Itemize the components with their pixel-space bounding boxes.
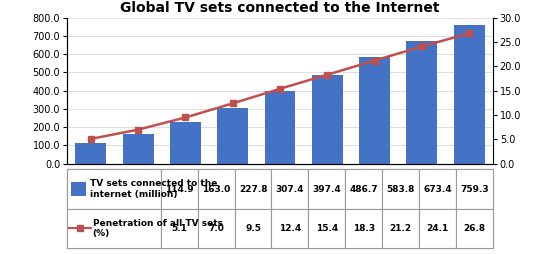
Bar	[123, 134, 153, 164]
Text: 7.0: 7.0	[208, 224, 224, 233]
Text: 307.4: 307.4	[276, 185, 304, 194]
Text: 5.1: 5.1	[171, 224, 187, 233]
Bar	[265, 91, 295, 164]
FancyBboxPatch shape	[272, 169, 309, 209]
FancyBboxPatch shape	[456, 209, 493, 248]
Bar	[407, 41, 437, 164]
FancyBboxPatch shape	[198, 209, 235, 248]
Text: 486.7: 486.7	[349, 185, 378, 194]
Text: Penetration of all TV sets
(%): Penetration of all TV sets (%)	[93, 219, 223, 238]
FancyBboxPatch shape	[346, 209, 382, 248]
Bar	[359, 57, 390, 164]
Text: 759.3: 759.3	[460, 185, 489, 194]
Text: 26.8: 26.8	[463, 224, 486, 233]
Bar	[217, 108, 248, 164]
Text: 21.2: 21.2	[390, 224, 412, 233]
FancyBboxPatch shape	[72, 182, 86, 197]
Text: 24.1: 24.1	[426, 224, 449, 233]
FancyBboxPatch shape	[235, 209, 272, 248]
FancyBboxPatch shape	[382, 209, 419, 248]
FancyBboxPatch shape	[419, 169, 456, 209]
Text: TV sets connected to the
internet (million): TV sets connected to the internet (milli…	[90, 179, 217, 199]
FancyBboxPatch shape	[382, 169, 419, 209]
Text: 12.4: 12.4	[279, 224, 301, 233]
Text: 227.8: 227.8	[239, 185, 267, 194]
Text: 163.0: 163.0	[202, 185, 230, 194]
Title: Global TV sets connected to the Internet: Global TV sets connected to the Internet	[120, 1, 440, 15]
FancyBboxPatch shape	[161, 169, 198, 209]
Bar	[312, 75, 343, 164]
FancyBboxPatch shape	[67, 209, 161, 248]
Text: 15.4: 15.4	[316, 224, 338, 233]
FancyBboxPatch shape	[419, 209, 456, 248]
FancyBboxPatch shape	[346, 169, 382, 209]
Bar	[170, 122, 201, 164]
FancyBboxPatch shape	[272, 209, 309, 248]
Text: 583.8: 583.8	[386, 185, 415, 194]
Text: 397.4: 397.4	[312, 185, 341, 194]
FancyBboxPatch shape	[309, 209, 346, 248]
FancyBboxPatch shape	[198, 169, 235, 209]
FancyBboxPatch shape	[67, 169, 493, 248]
FancyBboxPatch shape	[456, 169, 493, 209]
FancyBboxPatch shape	[67, 169, 161, 209]
Text: 18.3: 18.3	[353, 224, 375, 233]
Text: 114.9: 114.9	[165, 185, 194, 194]
Bar	[76, 143, 106, 164]
Bar	[454, 25, 484, 164]
FancyBboxPatch shape	[235, 169, 272, 209]
FancyBboxPatch shape	[161, 209, 198, 248]
FancyBboxPatch shape	[309, 169, 346, 209]
Text: 9.5: 9.5	[245, 224, 261, 233]
Text: 673.4: 673.4	[423, 185, 452, 194]
